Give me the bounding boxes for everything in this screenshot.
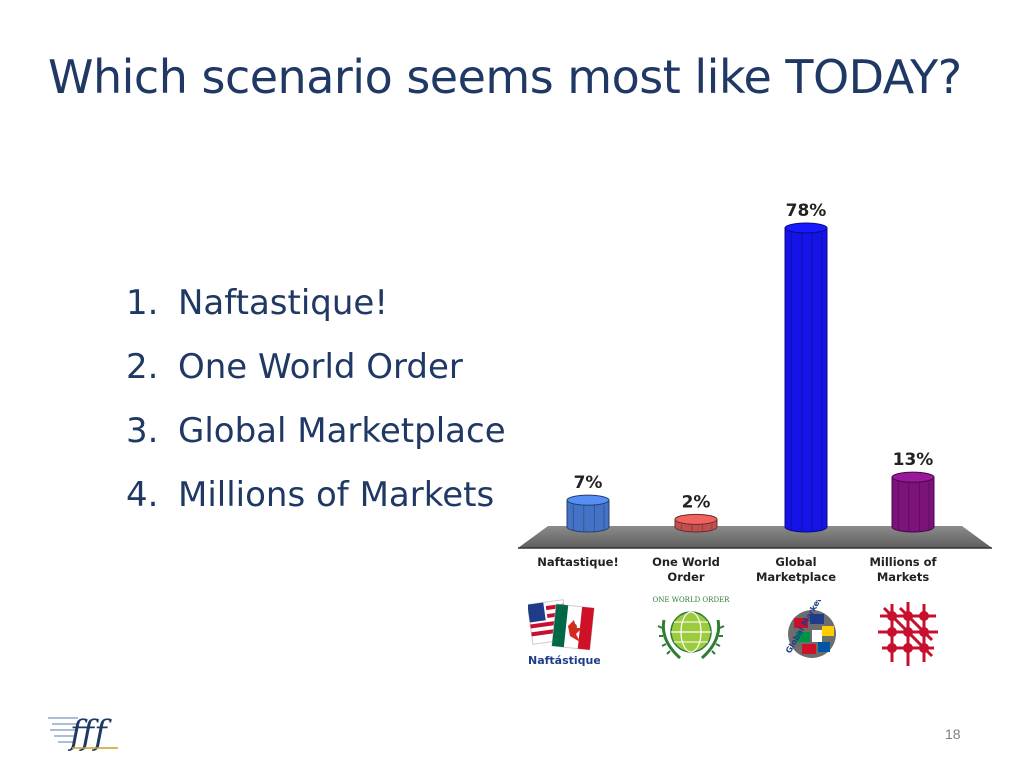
chart-floor [518,526,992,548]
category-label-1: Order [667,570,704,584]
option-text: Global Marketplace [178,411,506,451]
category-label-0: Naftastique! [537,555,618,569]
fff-brand-icon: fff [48,713,118,753]
value-label-1: 2% [682,492,711,512]
global-marketplace-logo: Global Marketplace [772,574,844,671]
bar-3 [891,471,935,533]
option-number: 1. [126,283,159,323]
results-bar-chart: 7%Naftastique!2%One WorldOrder78%GlobalM… [518,201,992,584]
value-label-2: 78% [786,201,827,221]
option-number: 2. [126,347,159,387]
globe-flags-icon: Global Marketplace [784,574,836,658]
fff-brand-logo: fff [48,706,122,757]
bar-2 [784,222,828,533]
option-item: 2. One World Order [126,340,506,394]
options-list: 1. Naftastique! 2. One World Order 3. Gl… [126,276,506,532]
value-label-0: 7% [574,473,603,493]
option-text: One World Order [178,347,463,387]
millions-of-markets-logo [872,596,944,677]
category-label-3: Millions of [869,555,937,569]
one-world-logo-text: ONE WORLD ORDER [653,596,731,604]
option-number: 4. [126,475,159,515]
option-item: 3. Global Marketplace [126,404,506,458]
category-label-2: Global [775,555,816,569]
flags-logo-icon: Naftástique! [526,599,606,667]
bar-1 [674,513,718,533]
naftastique-logo: Naftástique! [526,596,606,673]
option-item: 4. Millions of Markets [126,468,506,522]
bar-0 [566,494,610,533]
category-label-1: One World [652,555,720,569]
naftastique-logo-text: Naftástique! [528,654,600,667]
page-number: 18 [945,726,961,742]
option-number: 3. [126,411,159,451]
network-icon [878,602,938,666]
option-text: Millions of Markets [178,475,495,515]
value-label-3: 13% [893,450,934,470]
svg-text:fff: fff [67,713,112,752]
option-item: 1. Naftastique! [126,276,506,330]
option-text: Naftastique! [178,283,388,323]
globe-wreath-icon: ONE WORLD ORDER [653,596,731,660]
category-label-2: Marketplace [756,570,836,584]
category-label-3: Markets [877,570,930,584]
slide-title: Which scenario seems most like TODAY? [48,50,962,104]
one-world-order-logo: ONE WORLD ORDER [650,596,732,673]
